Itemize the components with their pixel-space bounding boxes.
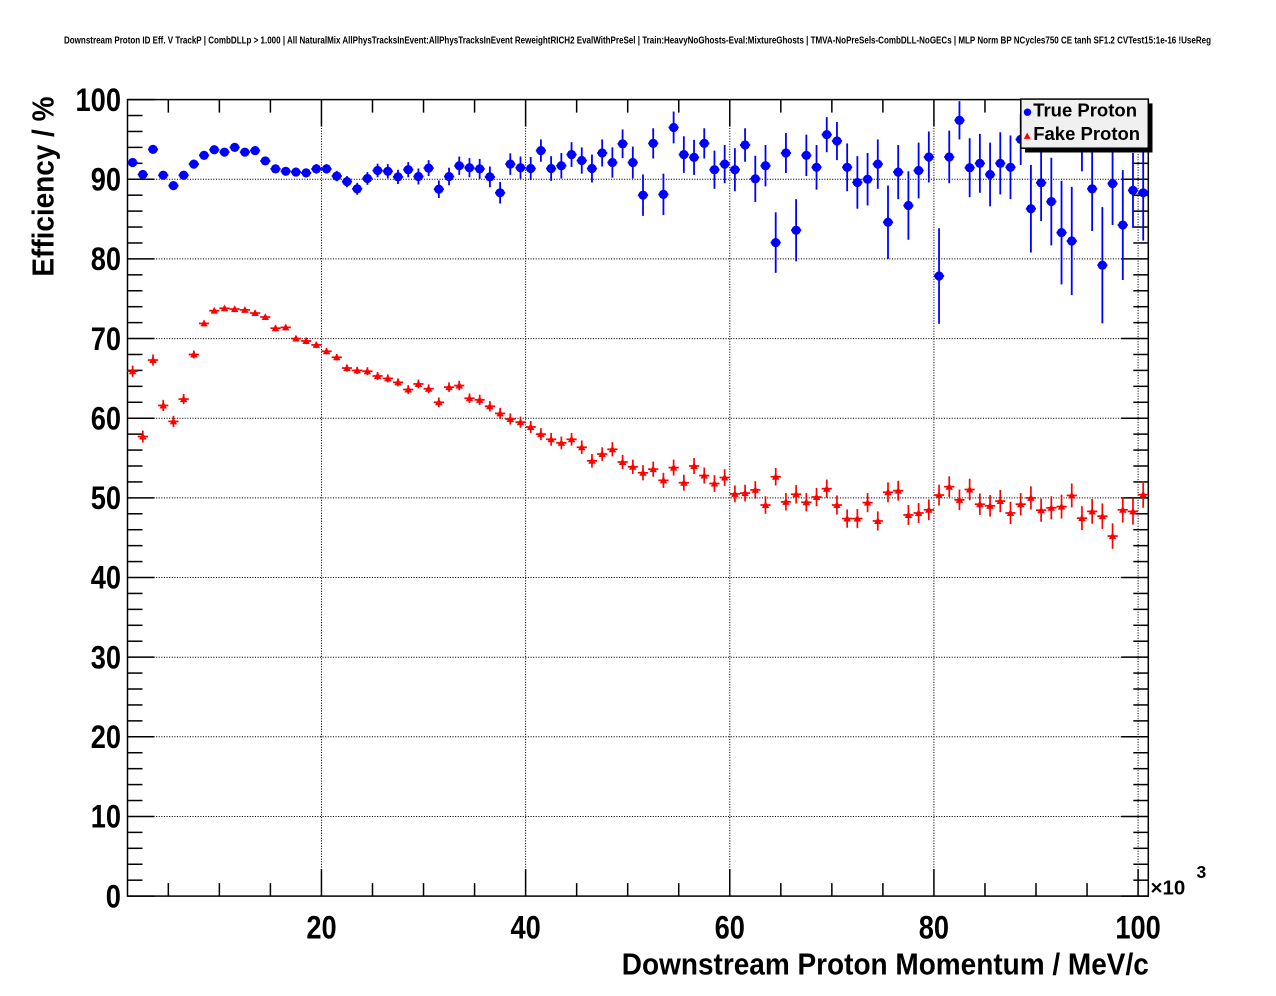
svg-text:Efficiency / %: Efficiency / % bbox=[27, 97, 61, 277]
svg-text:40: 40 bbox=[91, 560, 121, 596]
svg-text:20: 20 bbox=[91, 719, 121, 755]
svg-text:80: 80 bbox=[91, 241, 121, 277]
svg-text:Fake Proton: Fake Proton bbox=[1033, 123, 1140, 144]
svg-text:60: 60 bbox=[715, 910, 745, 946]
svg-text:60: 60 bbox=[91, 400, 121, 436]
svg-text:30: 30 bbox=[91, 639, 121, 675]
svg-text:Downstream Proton ID Eff. V Tr: Downstream Proton ID Eff. V TrackP | Com… bbox=[64, 36, 1211, 47]
svg-text:40: 40 bbox=[510, 910, 540, 946]
svg-text:20: 20 bbox=[306, 910, 336, 946]
svg-text:Downstream Proton Momentum / M: Downstream Proton Momentum / MeV/c bbox=[622, 948, 1149, 982]
svg-text:True Proton: True Proton bbox=[1033, 99, 1137, 120]
svg-text:100: 100 bbox=[76, 82, 122, 118]
svg-text:3: 3 bbox=[1197, 862, 1207, 882]
svg-text:×10: ×10 bbox=[1151, 876, 1186, 899]
svg-text:0: 0 bbox=[106, 878, 121, 914]
svg-text:90: 90 bbox=[91, 161, 121, 197]
svg-text:10: 10 bbox=[91, 799, 121, 835]
svg-text:80: 80 bbox=[919, 910, 949, 946]
svg-text:70: 70 bbox=[91, 321, 121, 357]
svg-text:100: 100 bbox=[1115, 910, 1161, 946]
svg-text:50: 50 bbox=[91, 480, 121, 516]
